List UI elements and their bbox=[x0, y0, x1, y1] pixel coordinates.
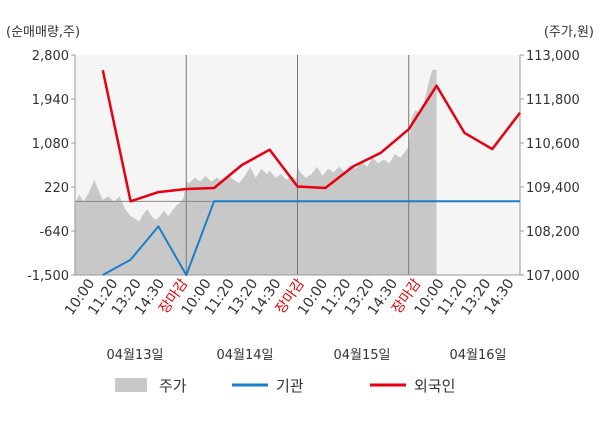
legend-label: 외국인 bbox=[414, 377, 455, 395]
left-axis-title: (순매매량,주) bbox=[6, 25, 80, 40]
right-tick-label: 111,800 bbox=[526, 93, 580, 108]
right-tick-label: 108,200 bbox=[526, 225, 580, 240]
right-tick-label: 113,000 bbox=[526, 49, 580, 64]
date-label: 04월16일 bbox=[449, 348, 506, 363]
right-tick-label: 107,000 bbox=[526, 269, 580, 284]
legend-swatch-price bbox=[115, 378, 147, 392]
series-line-institution bbox=[102, 200, 520, 276]
legend-label: 주가 bbox=[159, 377, 187, 395]
date-label: 04월13일 bbox=[106, 348, 163, 363]
left-tick-label: 2,800 bbox=[32, 49, 69, 64]
date-label: 04월15일 bbox=[333, 348, 390, 363]
right-axis-title: (주가,원) bbox=[544, 25, 594, 40]
right-tick-label: 109,400 bbox=[526, 181, 580, 196]
date-label: 04월14일 bbox=[216, 348, 273, 363]
left-tick-label: 220 bbox=[44, 181, 69, 196]
left-tick-label: -640 bbox=[39, 225, 69, 240]
price-area bbox=[75, 69, 437, 275]
left-tick-label: 1,080 bbox=[32, 137, 69, 152]
series-line-foreign bbox=[101, 70, 521, 203]
legend-label: 기관 bbox=[276, 377, 304, 395]
right-tick-label: 110,600 bbox=[526, 137, 580, 152]
left-tick-label: 1,940 bbox=[32, 93, 69, 108]
left-tick-label: -1,500 bbox=[27, 269, 69, 284]
